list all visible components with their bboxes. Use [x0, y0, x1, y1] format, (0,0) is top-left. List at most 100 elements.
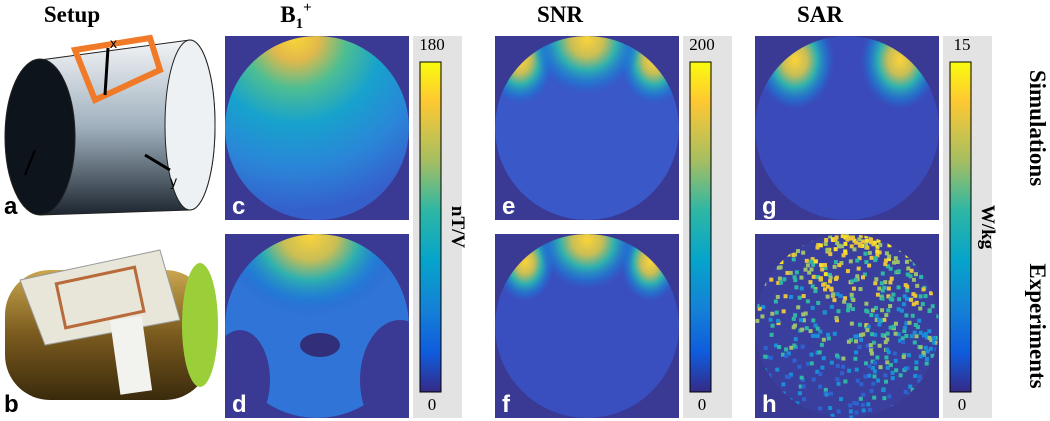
noise-pixel [813, 286, 818, 291]
noise-pixel [904, 333, 909, 338]
noise-pixel [878, 365, 883, 370]
noise-pixel [917, 374, 922, 379]
noise-pixel [867, 250, 872, 255]
noise-pixel [818, 277, 823, 282]
noise-pixel [843, 249, 848, 254]
noise-pixel [918, 306, 923, 311]
noise-pixel [799, 275, 804, 280]
noise-pixel [901, 354, 906, 359]
noise-pixel [880, 333, 885, 338]
noise-pixel [833, 247, 838, 252]
map-e [495, 36, 679, 220]
noise-pixel [848, 259, 853, 264]
noise-pixel [826, 336, 831, 341]
noise-pixel [853, 277, 858, 282]
noise-pixel [917, 378, 922, 383]
noise-pixel [913, 373, 918, 378]
noise-pixel [890, 376, 895, 381]
noise-pixel [882, 396, 887, 401]
noise-pixel [894, 368, 899, 373]
noise-pixel [883, 373, 888, 378]
noise-pixel [848, 338, 853, 343]
noise-pixel [823, 272, 828, 277]
noise-pixel [827, 272, 832, 277]
noise-pixel [880, 271, 885, 276]
noise-pixel [776, 318, 781, 323]
noise-pixel [811, 333, 816, 338]
map-c [225, 36, 409, 220]
noise-pixel [921, 333, 926, 338]
noise-pixel [887, 243, 892, 248]
noise-pixel [891, 324, 896, 329]
noise-pixel [897, 297, 902, 302]
noise-pixel [911, 302, 916, 307]
noise-pixel [768, 355, 773, 360]
noise-pixel [911, 292, 916, 297]
noise-pixel [921, 287, 926, 292]
noise-pixel [889, 276, 894, 281]
noise-pixel [893, 331, 898, 336]
noise-pixel [800, 377, 805, 382]
noise-pixel [866, 402, 871, 407]
noise-pixel [849, 292, 854, 297]
noise-pixel [896, 269, 901, 274]
noise-pixel [776, 321, 781, 326]
noise-pixel [781, 382, 786, 387]
noise-pixel [821, 356, 826, 361]
noise-pixel [927, 329, 932, 334]
noise-pixel [869, 313, 874, 318]
noise-pixel [795, 249, 800, 254]
noise-pixel [888, 296, 893, 301]
colorbar-max: 180 [419, 35, 445, 54]
noise-pixel [898, 373, 903, 378]
noise-pixel [841, 356, 846, 361]
noise-pixel [809, 352, 814, 357]
noise-pixel [828, 279, 833, 284]
noise-pixel [796, 305, 801, 310]
noise-pixel [799, 375, 804, 380]
noise-pixel [823, 387, 828, 392]
noise-pixel [919, 274, 924, 279]
noise-pixel [833, 276, 838, 281]
noise-pixel [864, 241, 869, 246]
colorbar-unit: W/kg [977, 205, 998, 250]
noise-pixel [898, 338, 903, 343]
noise-pixel [869, 255, 874, 260]
noise-pixel [872, 395, 877, 400]
column-header: Setup [44, 2, 100, 27]
noise-pixel [818, 384, 823, 389]
noise-pixel [840, 244, 845, 249]
noise-pixel [867, 407, 872, 412]
noise-pixel [823, 266, 828, 271]
noise-pixel [885, 331, 890, 336]
noise-pixel [775, 367, 780, 372]
noise-pixel [835, 292, 840, 297]
noise-pixel [786, 351, 791, 356]
noise-pixel [810, 305, 815, 310]
noise-pixel [888, 304, 893, 309]
noise-pixel [857, 322, 862, 327]
noise-pixel [854, 350, 859, 355]
noise-pixel [887, 254, 892, 259]
noise-pixel [852, 401, 857, 406]
noise-pixel [886, 286, 891, 291]
noise-pixel [846, 308, 851, 313]
noise-pixel [880, 308, 885, 313]
noise-pixel [872, 369, 877, 374]
noise-pixel [828, 252, 833, 257]
noise-pixel [811, 274, 816, 279]
map-g [755, 36, 939, 220]
noise-pixel [903, 366, 908, 371]
noise-pixel [901, 339, 906, 344]
noise-pixel [925, 356, 930, 361]
noise-pixel [870, 332, 875, 337]
noise-pixel [773, 299, 778, 304]
noise-pixel [768, 317, 773, 322]
noise-pixel [846, 235, 851, 240]
noise-pixel [882, 285, 887, 290]
noise-pixel [803, 267, 808, 272]
noise-pixel [872, 360, 877, 365]
noise-pixel [815, 350, 820, 355]
colorbar-min: 0 [698, 395, 707, 414]
noise-pixel [930, 353, 935, 358]
